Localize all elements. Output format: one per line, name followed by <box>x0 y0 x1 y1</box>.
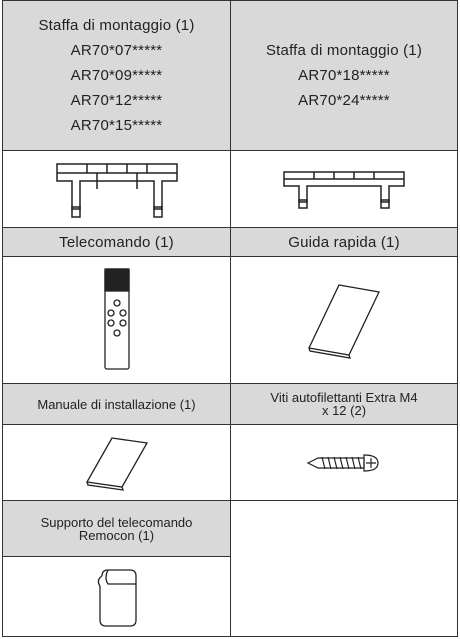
empty-cell <box>230 500 458 637</box>
label-line: AR70*12***** <box>70 92 163 109</box>
image-cell <box>2 150 231 228</box>
image-cell <box>230 424 458 501</box>
label-line: AR70*18***** <box>298 67 390 84</box>
label-line: Guida rapida (1) <box>288 233 400 251</box>
label-line: AR70*07***** <box>70 42 163 59</box>
header-cell: Supporto del telecomando Remocon (1) <box>2 500 231 557</box>
remote-icon <box>103 268 130 370</box>
image-cell <box>2 556 231 637</box>
image-cell <box>230 256 458 384</box>
label-line: Telecomando (1) <box>59 233 174 251</box>
booklet-icon <box>308 284 380 359</box>
header-cell: Staffa di montaggio (1) AR70*07***** AR70*… <box>2 0 231 151</box>
label-line: Supporto del telecomando <box>40 514 193 530</box>
image-cell <box>230 150 458 228</box>
header-cell: Viti autofilettanti Extra M4 x 12 (2) <box>230 383 458 425</box>
label-line: Staffa di montaggio (1) <box>38 17 195 34</box>
label-line: AR70*15***** <box>70 117 163 134</box>
header-cell: Manuale di installazione (1) <box>2 383 231 425</box>
bracket-icon <box>283 171 405 209</box>
image-cell <box>2 424 231 501</box>
screw-icon <box>306 453 379 472</box>
booklet-icon <box>85 436 148 491</box>
holder-icon <box>97 568 137 627</box>
label-line: Viti autofilettanti Extra M4 <box>270 390 418 405</box>
header-cell: Staffa di montaggio (1) AR70*18***** AR70*… <box>230 0 458 151</box>
image-cell <box>2 256 231 384</box>
header-cell: Telecomando (1) <box>2 227 231 257</box>
bracket-icon <box>55 163 178 218</box>
label-line: Manuale di installazione (1) <box>37 396 196 412</box>
label-line: AR70*24***** <box>298 92 390 109</box>
label-line: Remocon (1) <box>78 527 155 543</box>
label-line: AR70*09***** <box>70 67 163 84</box>
label-line: x 12 (2) <box>321 403 367 418</box>
label-line: Staffa di montaggio (1) <box>265 42 423 59</box>
header-cell: Guida rapida (1) <box>230 227 458 257</box>
